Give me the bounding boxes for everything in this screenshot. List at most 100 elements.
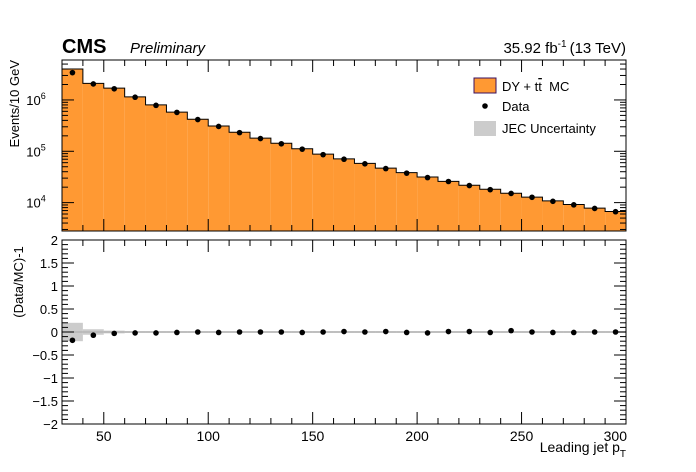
ratio-point [424, 330, 431, 336]
ratio-y-tick-label: 1 [51, 279, 58, 294]
mc-bin-bar [145, 104, 167, 231]
ratio-point [487, 329, 494, 336]
legend-swatch-jec [474, 121, 496, 136]
legend-marker-data [482, 103, 488, 109]
legend-label-mc: DY + tt MC [502, 79, 569, 94]
data-point [382, 165, 389, 172]
mc-bin-bar [417, 177, 438, 231]
main-y-tick-label: 105 [26, 142, 45, 159]
ratio-y-tick-label: 2 [51, 233, 58, 248]
ratio-point [508, 327, 514, 334]
main-y-tick-label: 104 [26, 194, 45, 211]
ratio-x-tick-label: 250 [510, 428, 534, 444]
ratio-point [111, 330, 118, 337]
mc-bin-bar [312, 154, 334, 231]
legend-swatch-mc [473, 77, 497, 94]
data-point [174, 109, 180, 116]
main-y-tick-label: 106 [26, 91, 45, 108]
data-point [153, 102, 159, 109]
main-y-ticks: 104 105 106 [26, 59, 626, 230]
data-point [236, 129, 243, 136]
mc-bin-bar [563, 204, 585, 231]
mc-bin-bar [333, 158, 355, 231]
data-point [132, 94, 138, 101]
data-point [215, 123, 222, 130]
data-point [550, 198, 556, 205]
ratio-y-tick-label: −0.5 [32, 348, 58, 363]
ratio-y-axis-label: (Data/MC)-1 [11, 246, 26, 318]
ratio-x-ticks: 50 100 150 200 250 300 [61, 240, 628, 444]
mc-bin-bar [396, 172, 418, 231]
ratio-x-tick-label: 200 [405, 428, 429, 444]
mc-bin-bar [605, 211, 626, 231]
data-point [466, 182, 473, 189]
lumi-exponent: -1 [558, 39, 567, 50]
data-point [194, 116, 201, 123]
ratio-point [236, 329, 243, 335]
ratio-point [194, 329, 201, 335]
ratio-point [445, 328, 452, 335]
ratio-y-tick-label: 0.5 [40, 302, 58, 317]
ratio-point [257, 329, 264, 335]
ratio-point [550, 329, 556, 336]
ratio-x-tick-label: 100 [197, 428, 221, 444]
mc-bin-bar [291, 148, 313, 231]
main-panel: 104 105 106 Events/10 GeV [7, 59, 627, 232]
mc-bin-bar [250, 138, 271, 231]
ratio-point [132, 330, 138, 336]
ratio-x-tick-label: 50 [96, 428, 112, 444]
mc-bin-bar [584, 208, 606, 231]
ratio-x-tick-label: 300 [604, 428, 628, 444]
data-point [299, 146, 306, 152]
mc-bin-bar [166, 112, 188, 231]
ratio-point [174, 329, 180, 336]
mc-bin-bar [62, 69, 83, 231]
legend-label-data: Data [502, 99, 530, 114]
mc-bin-bar [542, 200, 564, 231]
data-point [529, 194, 535, 201]
mc-bin-bar [500, 193, 522, 231]
ratio-point [591, 329, 598, 335]
ratio-panel: −2−1.5−1−0.500.511.52 50 100 150 200 250 300 … [11, 233, 627, 460]
data-point [111, 85, 118, 92]
ratio-y-tick-label: −1 [43, 371, 58, 386]
ratio-point [403, 329, 410, 336]
ratio-y-ticks: −2 −1.5 −1 −0.5 0 0.5 1 1.5 2 [32, 233, 626, 432]
data-point [69, 69, 76, 76]
ratio-y-tick-label: −1.5 [32, 394, 58, 409]
ratio-point [341, 328, 347, 335]
mc-bin-bar [354, 163, 376, 231]
mc-bin-bar [187, 119, 209, 231]
ratio-point [278, 329, 285, 335]
ratio-point [362, 329, 368, 335]
data-point [403, 170, 410, 176]
ratio-y-tick-label: 0 [51, 325, 58, 340]
mc-bin-bar [458, 185, 480, 231]
mc-bin-bar [82, 83, 104, 232]
data-point [612, 208, 619, 215]
data-point [445, 178, 452, 185]
ratio-point [570, 329, 577, 336]
data-point [90, 81, 97, 87]
mc-bin-bar [208, 126, 230, 231]
x-axis-label: Leading jet pT [540, 439, 626, 460]
mc-bin-bar [479, 189, 501, 231]
legend: DY + tt MC Data JEC Uncertainty [473, 77, 596, 136]
ratio-point [382, 328, 389, 335]
ratio-point [529, 329, 535, 335]
mc-bin-bar [521, 197, 543, 231]
data-point [362, 161, 368, 167]
ratio-point [320, 329, 326, 335]
ratio-point [215, 329, 222, 336]
mc-bin-bar [375, 168, 397, 231]
status-label: Preliminary [130, 40, 207, 57]
data-point [570, 202, 577, 208]
data-point [487, 186, 494, 193]
mc-bin-bar [229, 132, 250, 231]
main-x-ticks [61, 60, 627, 231]
mc-bin-bar [270, 143, 292, 231]
data-points-main [69, 69, 619, 215]
mc-bin-bar [103, 88, 125, 231]
data-point [320, 151, 326, 158]
